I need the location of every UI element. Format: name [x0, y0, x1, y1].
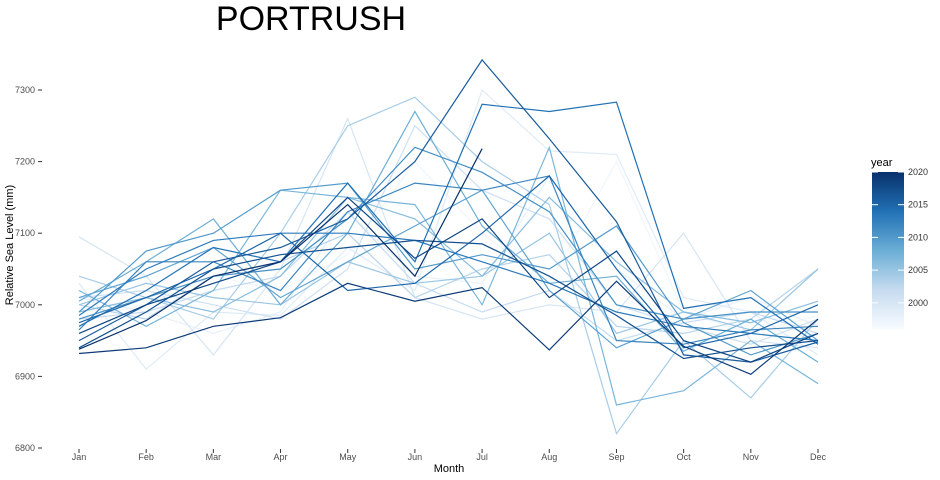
series-line-2006 — [78, 196, 819, 324]
y-tick-label: 7100 — [15, 228, 35, 238]
series-line-2012 — [78, 175, 819, 345]
legend-tick-label: 2005 — [908, 265, 928, 275]
series-line-2004 — [78, 96, 819, 436]
series-line-2014 — [78, 101, 819, 345]
legend-colorbar — [872, 172, 904, 329]
series-line-2019 — [78, 280, 819, 375]
y-tick-label: 7000 — [15, 300, 35, 310]
y-tick-label: 6800 — [15, 443, 35, 453]
series-line-2008 — [78, 110, 819, 363]
x-axis-title: Month — [434, 463, 465, 475]
y-tick-label: 6900 — [15, 371, 35, 381]
legend-tick-label: 2020 — [908, 167, 928, 177]
series-line-2018 — [78, 196, 819, 363]
series-line-2017 — [78, 239, 819, 360]
x-tick-label: Jan — [72, 452, 87, 462]
x-tick-label: Sep — [608, 452, 624, 462]
y-tick-label: 7300 — [15, 85, 35, 95]
x-tick-label: May — [339, 452, 357, 462]
series-line-2015 — [78, 175, 819, 349]
chart-title: PORTRUSH — [216, 0, 406, 38]
y-axis-title: Relative Sea Level (mm) — [4, 185, 16, 305]
color-legend: year 2000 2005 2010 2015 2020 — [871, 157, 928, 329]
series-line-2002 — [78, 210, 819, 342]
series-lines — [78, 58, 819, 436]
series-line-1996 — [78, 196, 819, 349]
series-line-2011 — [78, 146, 818, 320]
x-tick-label: Feb — [138, 452, 154, 462]
series-line-2020 — [78, 148, 483, 350]
y-axis: 6800 6900 7000 7100 7200 7300 — [15, 85, 42, 453]
x-tick-label: Mar — [206, 452, 222, 462]
series-line-2001 — [78, 124, 819, 345]
legend-tick-label: 2015 — [908, 200, 928, 210]
series-line-2013 — [78, 232, 819, 342]
x-axis: Jan Feb Mar Apr May Jun Jul Aug Sep Oct Nov Dec — [72, 449, 827, 462]
x-tick-label: Jun — [408, 452, 423, 462]
x-tick-label: Apr — [274, 452, 288, 462]
series-line-2000 — [78, 117, 819, 356]
series-line-2016 — [78, 58, 819, 363]
x-tick-label: Dec — [810, 452, 827, 462]
series-line-2009 — [78, 189, 819, 349]
x-tick-label: Aug — [541, 452, 557, 462]
y-tick-label: 7200 — [15, 157, 35, 167]
series-line-1999 — [78, 88, 819, 371]
legend-title: year — [871, 157, 893, 169]
x-tick-label: Oct — [677, 452, 692, 462]
series-line-2007 — [78, 145, 819, 406]
x-tick-label: Jul — [476, 452, 488, 462]
x-tick-label: Nov — [743, 452, 760, 462]
legend-tick-label: 2010 — [908, 232, 928, 242]
legend-tick-label: 2000 — [908, 298, 928, 308]
